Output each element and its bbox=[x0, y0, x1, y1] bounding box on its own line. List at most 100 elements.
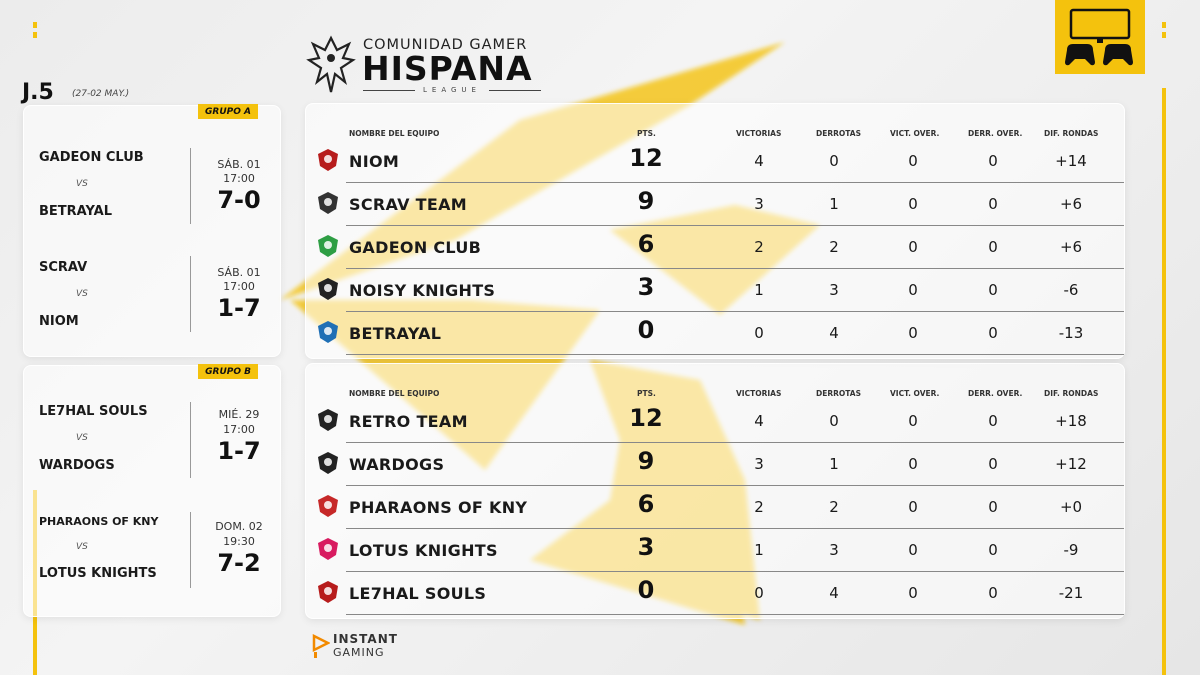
console-badge bbox=[1055, 0, 1145, 74]
cell-ot-wins: 0 bbox=[908, 152, 918, 170]
cell-wins: 3 bbox=[754, 195, 764, 213]
match-time: 17:00 bbox=[223, 280, 255, 293]
table-row: RETRO TEAM 12 4 0 0 0 +18 bbox=[306, 400, 1124, 443]
row-divider bbox=[346, 182, 1124, 183]
cell-points: 0 bbox=[637, 316, 655, 344]
cell-losses: 1 bbox=[829, 455, 839, 473]
noisy-knights-logo-icon bbox=[318, 278, 338, 300]
match-card: SCRAV VS NIOM SÁB. 01 17:00 1-7 bbox=[24, 246, 282, 356]
sponsor-line2: GAMING bbox=[333, 646, 385, 659]
team-name: LOTUS KNIGHTS bbox=[349, 541, 498, 560]
match-time: 17:00 bbox=[223, 172, 255, 185]
lotus-knights-logo-icon bbox=[318, 538, 338, 560]
table-row: WARDOGS 9 3 1 0 0 +12 bbox=[306, 443, 1124, 486]
cell-losses: 4 bbox=[829, 584, 839, 602]
phoenix-crest-icon bbox=[306, 35, 356, 93]
row-divider bbox=[346, 268, 1124, 269]
league-title-top: COMUNIDAD GAMER bbox=[363, 37, 528, 53]
cell-wins: 1 bbox=[754, 541, 764, 559]
cell-wins: 1 bbox=[754, 281, 764, 299]
team-name: WARDOGS bbox=[349, 455, 445, 474]
table-row: BETRAYAL 0 0 4 0 0 -13 bbox=[306, 312, 1124, 355]
row-divider bbox=[346, 442, 1124, 443]
match-card: LE7HAL SOULS VS WARDOGS MIÉ. 29 17:00 1-… bbox=[24, 394, 282, 504]
cell-losses: 3 bbox=[829, 281, 839, 299]
match-card: PHARAONS OF KNY VS LOTUS KNIGHTS DOM. 02… bbox=[24, 504, 282, 614]
header-wins: VICTORIAS bbox=[736, 129, 782, 138]
row-divider bbox=[346, 311, 1124, 312]
group-b-tag: GRUPO B bbox=[198, 364, 258, 379]
match-divider bbox=[190, 148, 191, 224]
cell-wins: 0 bbox=[754, 324, 764, 342]
le7hal-souls-logo-icon bbox=[318, 581, 338, 603]
table-row: GADEON CLUB 6 2 2 0 0 +6 bbox=[306, 226, 1124, 269]
cell-ot-losses: 0 bbox=[988, 498, 998, 516]
cell-ot-wins: 0 bbox=[908, 195, 918, 213]
match-divider bbox=[190, 512, 191, 588]
cell-wins: 3 bbox=[754, 455, 764, 473]
match-score: 7-2 bbox=[217, 549, 261, 577]
cell-ot-losses: 0 bbox=[988, 584, 998, 602]
team-name: LE7HAL SOULS bbox=[349, 584, 487, 603]
header-round-diff: DIF. RONDAS bbox=[1044, 389, 1099, 398]
monitor-controllers-icon bbox=[1065, 8, 1133, 66]
team-name: NIOM bbox=[349, 152, 400, 171]
league-title-bottom: LEAGUE bbox=[363, 86, 541, 94]
cell-points: 9 bbox=[637, 447, 655, 475]
header-wins: VICTORIAS bbox=[736, 389, 782, 398]
edge-dots-left bbox=[33, 22, 37, 42]
cell-ot-wins: 0 bbox=[908, 324, 918, 342]
scrav-logo-icon bbox=[318, 192, 338, 214]
match-home-team: PHARAONS OF KNY bbox=[39, 515, 159, 528]
edge-bar-right bbox=[1162, 88, 1166, 675]
team-name: SCRAV TEAM bbox=[349, 195, 467, 214]
header-points: PTS. bbox=[637, 389, 656, 398]
cell-losses: 0 bbox=[829, 152, 839, 170]
retro-team-logo-icon bbox=[318, 409, 338, 431]
group-b-standings-table: NOMBRE DEL EQUIPO PTS. VICTORIAS DERROTA… bbox=[305, 363, 1125, 619]
match-away-team: LOTUS KNIGHTS bbox=[39, 566, 157, 581]
header-losses: DERROTAS bbox=[816, 389, 862, 398]
matchday-label: J.5 bbox=[22, 80, 54, 105]
match-day: SÁB. 01 bbox=[217, 266, 261, 279]
cell-ot-wins: 0 bbox=[908, 498, 918, 516]
match-score: 1-7 bbox=[217, 294, 261, 322]
match-score: 7-0 bbox=[217, 186, 261, 214]
cell-round-diff: +18 bbox=[1055, 412, 1087, 430]
row-divider bbox=[346, 225, 1124, 226]
cell-points: 3 bbox=[637, 273, 655, 301]
row-divider bbox=[346, 354, 1124, 355]
league-title-main: HISPANA bbox=[362, 49, 533, 88]
header-ot-wins: VICT. OVER. bbox=[890, 389, 940, 398]
cell-ot-losses: 0 bbox=[988, 541, 998, 559]
table-row: LOTUS KNIGHTS 3 1 3 0 0 -9 bbox=[306, 529, 1124, 572]
gadeon-logo-icon bbox=[318, 235, 338, 257]
team-name: PHARAONS OF KNY bbox=[349, 498, 528, 517]
cell-losses: 1 bbox=[829, 195, 839, 213]
team-name: BETRAYAL bbox=[349, 324, 442, 343]
cell-round-diff: +12 bbox=[1055, 455, 1087, 473]
header-team-name: NOMBRE DEL EQUIPO bbox=[349, 129, 440, 138]
match-card: GADEON CLUB VS BETRAYAL SÁB. 01 17:00 7-… bbox=[24, 138, 282, 248]
header-ot-losses: DERR. OVER. bbox=[968, 389, 1023, 398]
match-home-team: GADEON CLUB bbox=[39, 150, 144, 165]
match-home-team: LE7HAL SOULS bbox=[39, 404, 148, 419]
pharaons-logo-icon bbox=[318, 495, 338, 517]
matchday-dates: (27-02 MAY.) bbox=[72, 89, 130, 99]
match-score: 1-7 bbox=[217, 437, 261, 465]
wardogs-logo-icon bbox=[318, 452, 338, 474]
niom-logo-icon bbox=[318, 149, 338, 171]
match-divider bbox=[190, 402, 191, 478]
cell-points: 0 bbox=[637, 576, 655, 604]
cell-points: 3 bbox=[637, 533, 655, 561]
row-divider bbox=[346, 485, 1124, 486]
header-ot-wins: VICT. OVER. bbox=[890, 129, 940, 138]
row-divider bbox=[346, 571, 1124, 572]
cell-losses: 2 bbox=[829, 498, 839, 516]
vs-label: VS bbox=[76, 289, 88, 299]
table-row: SCRAV TEAM 9 3 1 0 0 +6 bbox=[306, 183, 1124, 226]
cell-wins: 2 bbox=[754, 498, 764, 516]
cell-ot-losses: 0 bbox=[988, 324, 998, 342]
group-a-tag: GRUPO A bbox=[198, 104, 258, 119]
cell-round-diff: +14 bbox=[1055, 152, 1087, 170]
